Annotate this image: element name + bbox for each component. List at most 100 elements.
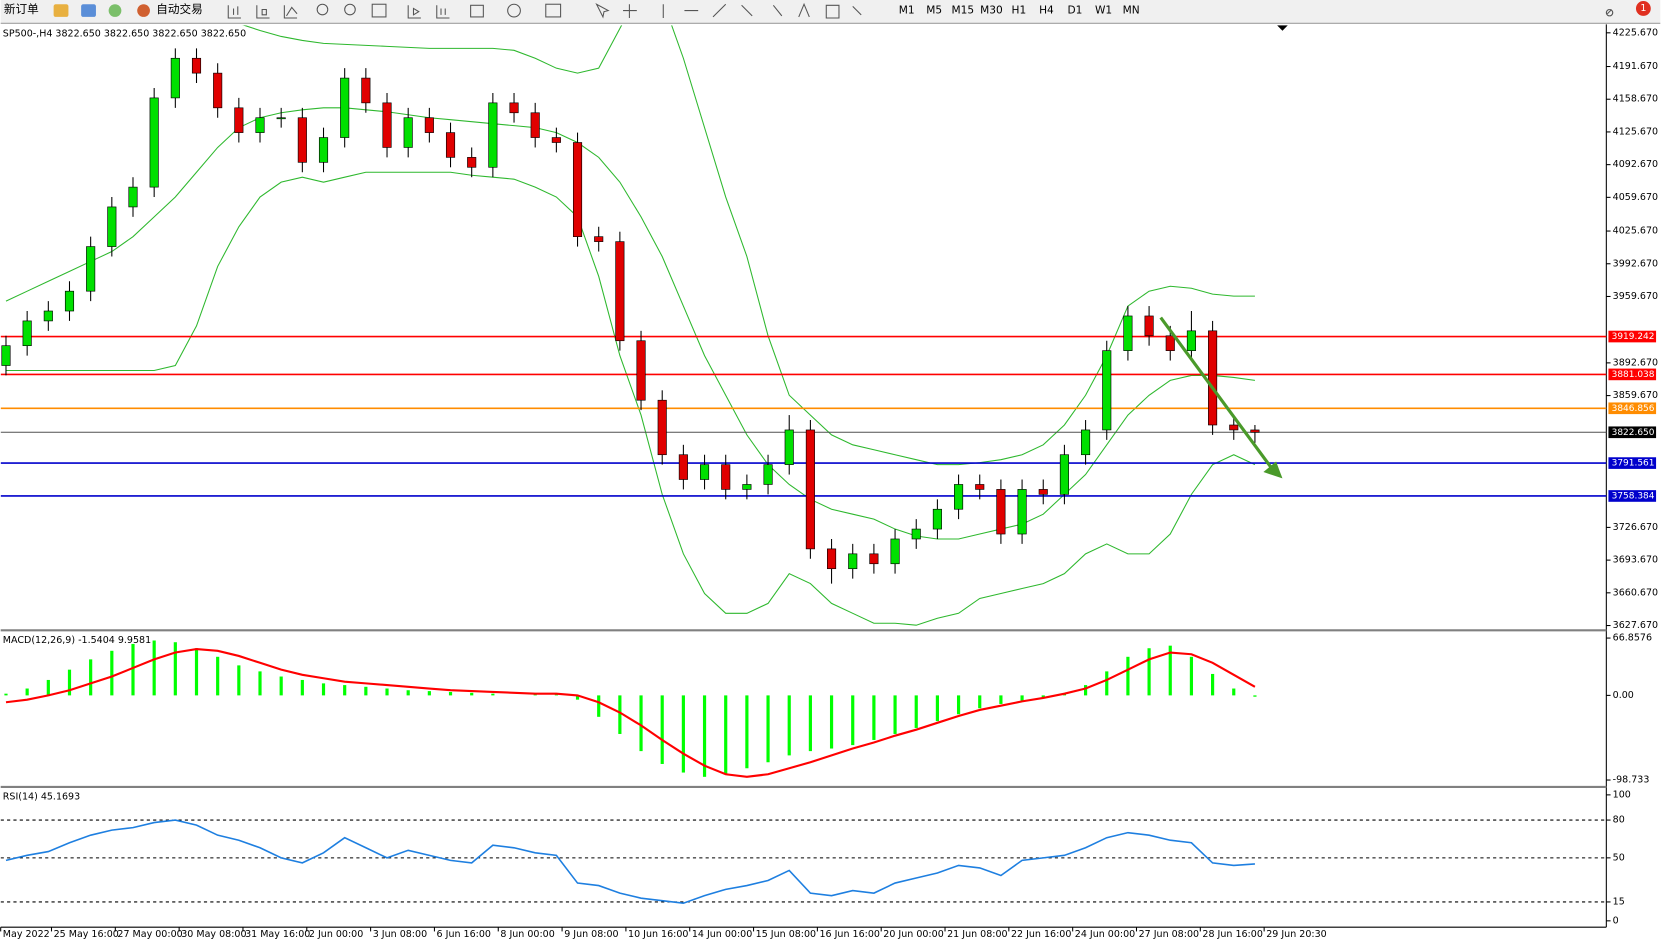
macd-bar: [999, 695, 1003, 704]
x-tick-label: 9 Jun 08:00: [564, 929, 618, 940]
timeframe-button[interactable]: M15: [952, 5, 975, 17]
icon[interactable]: [470, 4, 484, 18]
timeframe-button[interactable]: MN: [1123, 5, 1140, 17]
candle-body: [805, 429, 815, 550]
timeframe-button[interactable]: D1: [1068, 5, 1083, 17]
macd-bar: [660, 695, 664, 764]
level-label: 3919.242: [1612, 332, 1655, 342]
last-price-box: [1608, 426, 1657, 439]
candle-body: [64, 290, 75, 312]
macd-bar: [851, 695, 855, 746]
macd-bar: [639, 695, 643, 752]
icon[interactable]: [53, 4, 69, 17]
icon[interactable]: [81, 4, 96, 17]
icon[interactable]: [344, 3, 356, 16]
macd-bar: [470, 692, 474, 696]
icon[interactable]: [623, 4, 637, 18]
icon[interactable]: [436, 5, 450, 19]
icon[interactable]: [507, 3, 521, 18]
candle-body: [615, 241, 625, 342]
candle-body: [572, 142, 583, 237]
candle-body: [1186, 330, 1196, 351]
timeframe-button[interactable]: W1: [1095, 5, 1112, 17]
macd-bar: [724, 695, 728, 775]
level-label-box: [1608, 368, 1657, 381]
y-tick-label: 100: [1613, 789, 1631, 800]
shift-marker: [1277, 25, 1288, 31]
macd-bar: [914, 695, 918, 728]
y-tick-label: 15: [1613, 896, 1625, 907]
icon[interactable]: [662, 2, 862, 19]
timeframe-button[interactable]: H1: [1012, 5, 1027, 17]
x-tick-label: 29 Jun 20:30: [1266, 929, 1326, 940]
candle-body: [848, 553, 858, 570]
macd-bar: [829, 695, 834, 749]
icon[interactable]: [371, 3, 387, 18]
icon[interactable]: [108, 4, 122, 17]
icon[interactable]: [407, 5, 421, 19]
y-tick-label: 3859.670: [1613, 390, 1658, 401]
macd-bar: [300, 679, 304, 696]
new-order-button[interactable]: 新订单: [4, 2, 39, 16]
candle-body: [1208, 330, 1218, 426]
icon[interactable]: [137, 4, 150, 17]
indicator-title: SP500-,H4 3822.650 3822.650 3822.650 382…: [3, 28, 246, 39]
candle-body: [721, 464, 731, 490]
icon[interactable]: [545, 3, 562, 18]
toolbar: [0, 0, 1661, 24]
alert-count: 1: [1640, 3, 1646, 14]
macd-bar: [152, 640, 156, 696]
timeframe-button[interactable]: M30: [980, 5, 1003, 17]
candle-body: [954, 484, 964, 510]
indicator-title: MACD(12,26,9) -1.5404 9.9581: [3, 635, 151, 646]
auto-trading-button[interactable]: 自动交易: [156, 2, 203, 16]
y-tick-label: 4225.670: [1613, 27, 1658, 38]
candle-body: [827, 548, 837, 570]
icon[interactable]: [1605, 8, 1614, 17]
timeframe-button[interactable]: H4: [1039, 5, 1054, 17]
icon[interactable]: [227, 5, 241, 19]
x-tick-label: 28 Jun 16:00: [1202, 929, 1262, 940]
macd-bar: [216, 656, 220, 696]
candle-body: [1123, 315, 1133, 351]
candle-body: [43, 310, 53, 322]
alert-badge[interactable]: [1635, 1, 1651, 16]
candle-body: [975, 484, 985, 490]
y-tick-label: 3660.670: [1613, 587, 1658, 598]
macd-bar: [935, 695, 939, 722]
macd-bar: [702, 695, 707, 777]
candle-body: [86, 246, 96, 292]
macd-bar: [279, 676, 283, 696]
candle-body: [149, 97, 159, 188]
macd-bar: [956, 695, 961, 715]
x-tick-label: 22 Jun 16:00: [1011, 929, 1071, 940]
macd-bar: [258, 671, 262, 696]
icon[interactable]: [283, 5, 298, 19]
macd-bar: [1041, 695, 1045, 698]
icon[interactable]: [595, 2, 610, 19]
candle-body: [107, 206, 117, 247]
candle-body: [1017, 489, 1027, 535]
y-tick-label: 4125.670: [1613, 126, 1658, 137]
y-tick-label: -98.733: [1613, 775, 1650, 786]
macd-bar: [1083, 685, 1088, 696]
candle-body: [128, 186, 138, 208]
timeframe-button[interactable]: M5: [926, 5, 942, 17]
macd-bar: [427, 691, 431, 696]
icon[interactable]: [316, 3, 329, 16]
y-tick-label: 0: [1613, 915, 1619, 926]
timeframe-button[interactable]: M1: [899, 5, 915, 17]
macd-bar: [681, 695, 685, 773]
macd-bar: [872, 695, 876, 740]
candle-body: [1059, 454, 1069, 495]
x-tick-label: 16 Jun 16:00: [819, 929, 879, 940]
x-tick-label: 8 Jun 00:00: [500, 929, 554, 940]
macd-bar: [194, 648, 199, 696]
candle-body: [509, 102, 519, 114]
toolbar-icons: [227, 2, 1614, 19]
x-tick-label: 15 Jun 08:00: [756, 929, 816, 940]
y-tick-label: 50: [1613, 852, 1625, 863]
x-tick-label: 2 Jun 00:00: [309, 929, 363, 940]
macd-bar: [766, 695, 770, 763]
icon[interactable]: [256, 5, 270, 19]
